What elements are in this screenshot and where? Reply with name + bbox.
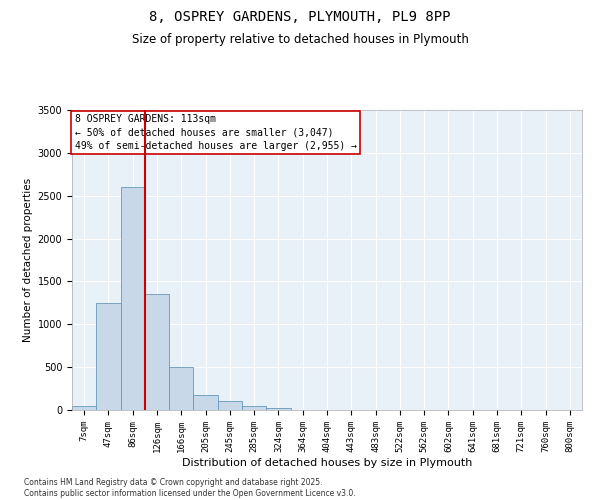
Bar <box>218 402 242 410</box>
Text: 8 OSPREY GARDENS: 113sqm
← 50% of detached houses are smaller (3,047)
49% of sem: 8 OSPREY GARDENS: 113sqm ← 50% of detach… <box>74 114 356 151</box>
Text: Contains HM Land Registry data © Crown copyright and database right 2025.
Contai: Contains HM Land Registry data © Crown c… <box>24 478 356 498</box>
Bar <box>169 367 193 410</box>
Text: Size of property relative to detached houses in Plymouth: Size of property relative to detached ho… <box>131 32 469 46</box>
Bar <box>145 294 169 410</box>
Bar <box>121 187 145 410</box>
Y-axis label: Number of detached properties: Number of detached properties <box>23 178 34 342</box>
Text: 8, OSPREY GARDENS, PLYMOUTH, PL9 8PP: 8, OSPREY GARDENS, PLYMOUTH, PL9 8PP <box>149 10 451 24</box>
Bar <box>242 406 266 410</box>
Bar <box>266 408 290 410</box>
X-axis label: Distribution of detached houses by size in Plymouth: Distribution of detached houses by size … <box>182 458 472 468</box>
Bar <box>193 395 218 410</box>
Bar <box>96 303 121 410</box>
Bar <box>72 406 96 410</box>
